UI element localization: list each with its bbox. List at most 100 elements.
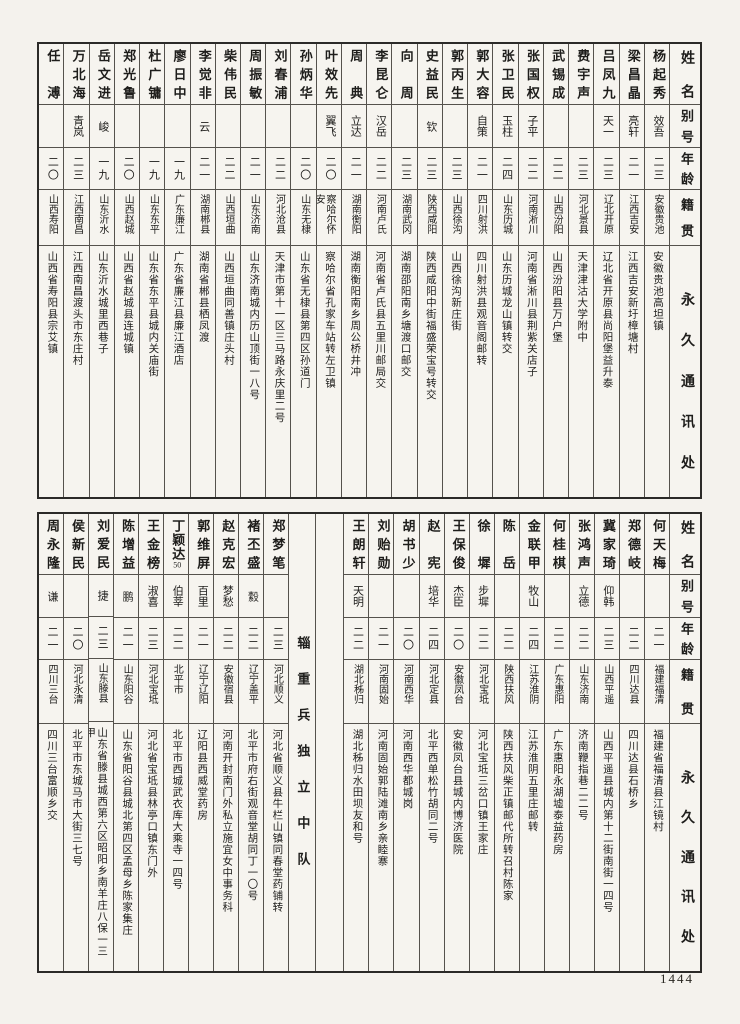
person-age: 二二 [239,618,264,660]
person-age: 二〇 [63,618,89,660]
person-name: 褚丕盛 [239,514,264,575]
unit-section-divider: 辎重兵独立中队 [288,514,315,971]
person-column: 周振敏 二一 山东济南 山东济南城内历山顶街一八号 [240,44,266,497]
person-column: 史益民 钦 二三 陕西咸阳 陕西咸阳中街福盛荣宝号转交 [416,44,442,497]
person-age: 二〇 [291,148,316,190]
person-origin: 山东沂水 [89,190,114,246]
column-header-address: 永久通讯处 [679,770,694,943]
person-age: 二三 [89,617,114,659]
person-origin: 四川三台 [38,660,63,724]
person-column: 武锡成 二二 山西汾阳 山西汾阳县万户堡 [542,44,569,497]
person-alias: 翼飞 [316,105,341,148]
person-origin: 陕西扶风 [494,660,519,724]
person-name: 吕凤九 [594,44,619,105]
person-age: 二三 [442,148,468,190]
person-age: 二三 [139,618,164,660]
person-name: 周永隆 [38,514,63,575]
person-alias [114,105,140,148]
person-alias [215,105,241,148]
person-alias: 百里 [189,575,214,618]
person-age: 二二 [367,148,392,190]
person-age: 二三 [417,148,442,190]
person-name: 刘爱民 [89,514,114,575]
person-age: 二〇 [394,618,419,660]
person-address: 山西垣曲同善镇庄头村 [223,251,235,366]
person-age: 二四 [419,618,444,660]
person-name: 徐墀 [469,514,494,575]
person-column: 赵克宏 梦愁 二二 安徽宿县 河南开封南门外私立施宜女中事务科 [213,514,239,971]
person-origin: 辽北开原 [594,190,619,246]
person-origin: 河北顺义 [264,660,289,724]
person-origin: 山东无棣 [291,190,316,246]
person-origin: 山东济南 [241,190,266,246]
person-alias [63,575,89,618]
person-alias: 子平 [518,105,543,148]
person-column: 金联甲 牧山 二四 江苏淮阴 江苏淮阴五里庄邮转 [518,514,544,971]
person-age: 二〇 [114,148,140,190]
person-name: 史益民 [417,44,442,105]
person-origin: 湖南武冈 [392,190,417,246]
person-address: 济南鞭指巷二二号 [576,729,588,821]
person-age: 二二 [518,148,543,190]
person-column: 叶效先 翼飞 二〇 察哈尔怀安 察哈尔省孔家车站转左卫镇 [315,44,341,497]
person-column: 郭维屏 百里 二一 辽宁辽阳 辽阳县西威堂药房 [188,514,214,971]
person-name: 廖日中 [165,44,190,105]
person-address: 山东省滕县城西第六区昭阳乡南羊庄八保一三甲 [89,727,108,958]
person-alias: 天一 [594,105,619,148]
person-alias: 仰韩 [594,575,619,618]
column-header-origin: 籍贯 [670,660,700,724]
person-alias: 亮轩 [619,105,644,148]
person-column: 王朗轩 天明 二二 湖北秭归 湖北秭归水田坝友和号 [343,514,369,971]
person-name: 金联甲 [519,514,544,575]
person-name: 梁昌晶 [619,44,644,105]
person-age: 二二 [544,618,569,660]
person-alias: 步墀 [469,575,494,618]
person-age: 二二 [266,148,291,190]
person-origin: 河北宝坻 [469,660,494,724]
person-origin: 山东滕县 [89,659,114,723]
person-name: 向周 [392,44,417,105]
person-address: 安徽贵池高坦镇 [652,251,663,332]
empty-spacer-column [315,514,343,971]
person-age: 二一 [369,618,394,660]
person-column: 周永隆 谦 二一 四川三台 四川三台富顺乡交 [38,514,63,971]
person-column: 柴伟民 二二 山西垣曲 山西垣曲同善镇庄头村 [214,44,241,497]
person-name: 王保俊 [444,514,469,575]
person-address: 山东沂水城里西巷子 [96,251,108,355]
person-alias: 谦 [38,575,63,618]
person-address: 山东省阳谷县城北第四区孟母乡陈家集庄 [121,729,133,936]
person-address: 河北宝坻三岔口镇王家庄 [476,729,488,856]
person-address: 江苏淮阴五里庄邮转 [526,729,538,833]
person-column: 褚丕盛 縠 二二 辽宁盖平 北平市府右街观音堂胡同丁一〇号 [238,514,264,971]
person-origin: 山东历城 [493,190,518,246]
person-origin: 山西寿阳 [39,190,64,246]
person-origin: 河南淅川 [518,190,543,246]
person-column: 陈岳 二二 陕西扶风 陕西扶风柴正镇邮代所转召村陈家 [493,514,519,971]
person-alias [394,575,419,618]
person-column: 杨起秀 效吾 二三 安徽贵池 安徽贵池高坦镇 [643,44,669,497]
person-column: 廖日中 一九 广东廉江 广东省廉江县廉江酒店 [164,44,190,497]
person-origin: 山西汾阳 [543,190,569,246]
person-alias: 自策 [468,105,493,148]
person-alias: 鹏 [114,575,139,618]
person-origin: 广东廉江 [165,190,190,246]
person-alias: 青岚 [64,105,89,148]
person-alias: 峻 [89,105,114,148]
person-age: 二三 [392,148,417,190]
person-origin: 山西徐沟 [442,190,468,246]
person-address: 察哈尔省孔家车站转左卫镇 [323,251,335,389]
person-name: 王金榜 [139,514,164,575]
column-header-name: 姓名 [670,514,700,575]
person-address: 河南西华都城岗 [401,729,413,810]
person-address: 山东济南城内历山顶街一八号 [248,251,260,401]
person-column: 赵宪 培华 二四 河北定县 北平西单松竹胡同二号 [418,514,444,971]
person-column: 费宇声 二三 河北景县 天津津沽大学附中 [568,44,594,497]
person-alias [543,105,569,148]
person-column: 冀家琦 仰韩 二三 山西平遥 山西平遥县城内第十二街南街一四号 [593,514,619,971]
person-name: 郭丙生 [442,44,468,105]
person-origin: 广东惠阳 [544,660,569,724]
person-name: 孙炳华 [291,44,316,105]
person-address: 辽阳县西威堂药房 [196,729,208,821]
person-alias [291,105,316,148]
person-age: 二二 [215,148,241,190]
